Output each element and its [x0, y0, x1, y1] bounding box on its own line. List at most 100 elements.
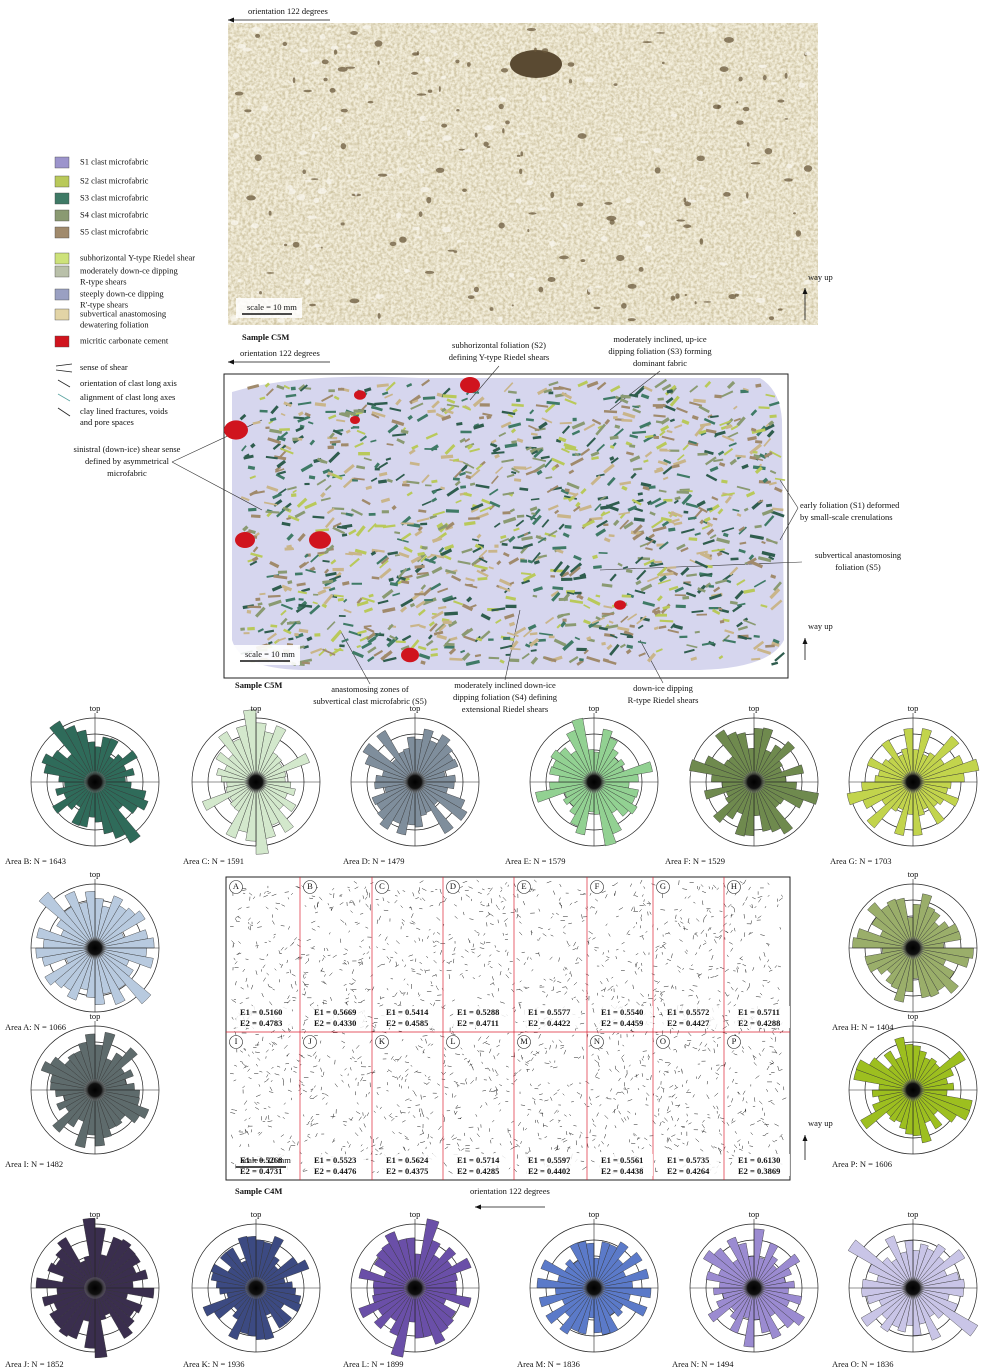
clast-axis-mark [640, 879, 643, 884]
clast-mark [609, 643, 620, 656]
clast-axis-mark [595, 910, 598, 915]
clast-mark [323, 544, 335, 555]
clast [347, 174, 351, 177]
clast-axis-mark [483, 933, 486, 936]
clast-mark [693, 398, 706, 404]
clast-mark [591, 456, 599, 461]
clast-axis-mark [499, 1109, 501, 1112]
rose-petal [94, 1047, 138, 1091]
clast-axis-mark [779, 1133, 783, 1138]
clast-mark [357, 629, 367, 635]
clast [614, 170, 622, 174]
clast-axis-mark [290, 983, 293, 989]
cell-e1: E1 = 0.5577 [528, 1007, 571, 1017]
clast-mark [531, 514, 542, 526]
clast-axis-mark [590, 1102, 592, 1106]
clast-axis-mark [616, 1032, 620, 1035]
clast-axis-mark [420, 1094, 422, 1100]
clast-mark [456, 422, 463, 426]
rose-petal [894, 781, 914, 836]
clast-axis-mark [677, 1104, 681, 1108]
clast-axis-mark [256, 1063, 258, 1067]
clast-axis-mark [477, 997, 482, 999]
clast-mark [617, 562, 623, 567]
clast-mark [322, 468, 331, 475]
clast-axis-mark [641, 1058, 644, 1061]
rose-petal [593, 737, 618, 783]
clast-mark [563, 442, 577, 450]
clast-axis-mark [257, 1057, 261, 1061]
clast-axis-mark [379, 996, 382, 1000]
clast-axis-mark [422, 1129, 424, 1134]
clast-axis-mark [606, 977, 609, 982]
clast-mark [637, 492, 643, 496]
clast-mark [600, 510, 611, 517]
clast-axis-mark [573, 1125, 577, 1127]
clast-axis-mark [341, 1147, 343, 1151]
clast-mark [457, 560, 471, 565]
rose-petal [559, 1287, 595, 1335]
clast [462, 188, 467, 192]
clast-axis-mark [348, 901, 353, 904]
rose-petal [414, 758, 459, 783]
clast-axis-mark [399, 1110, 402, 1114]
clast-mark [639, 421, 652, 429]
clast-mark [443, 596, 457, 603]
clast-axis-mark [415, 1104, 420, 1106]
clast-axis-mark [744, 1108, 746, 1112]
clast-axis-mark [365, 1093, 368, 1098]
clast-mark [559, 621, 567, 628]
clast-mark [520, 572, 532, 576]
clast-mark [669, 395, 680, 407]
clast-axis-mark [238, 1129, 241, 1132]
clast-axis-mark [537, 1083, 542, 1087]
clast-mark [473, 564, 488, 571]
clast-mark [280, 617, 288, 626]
clast-axis-mark [698, 973, 703, 977]
clast [792, 237, 801, 241]
clast-mark [577, 380, 589, 388]
clast-axis-mark [610, 988, 613, 991]
clast-axis-mark [716, 1067, 721, 1072]
clast-axis-mark [256, 941, 258, 945]
leader-line [171, 461, 263, 511]
legend-swatch [54, 335, 70, 348]
clast-mark [768, 481, 777, 486]
clast-mark [718, 655, 724, 660]
clast-mark [322, 648, 336, 656]
clast-mark [716, 537, 730, 544]
clast-mark [353, 409, 365, 413]
clast-axis-mark [233, 957, 236, 961]
clast-axis-mark [271, 1067, 274, 1069]
clast-axis-mark [583, 893, 587, 895]
clast [660, 264, 664, 267]
clast-axis-mark [343, 1124, 347, 1126]
clast-axis-mark [502, 932, 504, 936]
sample-label: Sample C5M [235, 680, 282, 690]
clast-mark [312, 515, 325, 519]
clast-axis-mark [778, 1052, 782, 1056]
clast [656, 32, 666, 34]
clast [703, 301, 712, 303]
clast [455, 59, 460, 64]
rose-petal [846, 781, 914, 806]
clast-axis-mark [420, 968, 423, 972]
clast-axis-mark [368, 946, 371, 949]
clast-mark [754, 466, 763, 475]
clast-axis-mark [547, 928, 551, 930]
clast-axis-mark [429, 904, 434, 907]
clast [330, 45, 339, 51]
clast-axis-mark [640, 968, 643, 972]
clast-axis-mark [351, 969, 354, 974]
clast-axis-mark [496, 1052, 500, 1056]
clast-mark [382, 607, 396, 614]
clast [362, 25, 371, 30]
rose-petal [52, 781, 96, 814]
clast-mark [749, 560, 764, 569]
clast [584, 78, 594, 82]
clast-mark [371, 413, 380, 419]
clast-axis-mark [366, 951, 370, 955]
clast-axis-mark [683, 926, 685, 931]
rose-diagram [30, 1021, 160, 1155]
clast-axis-mark [679, 939, 683, 942]
